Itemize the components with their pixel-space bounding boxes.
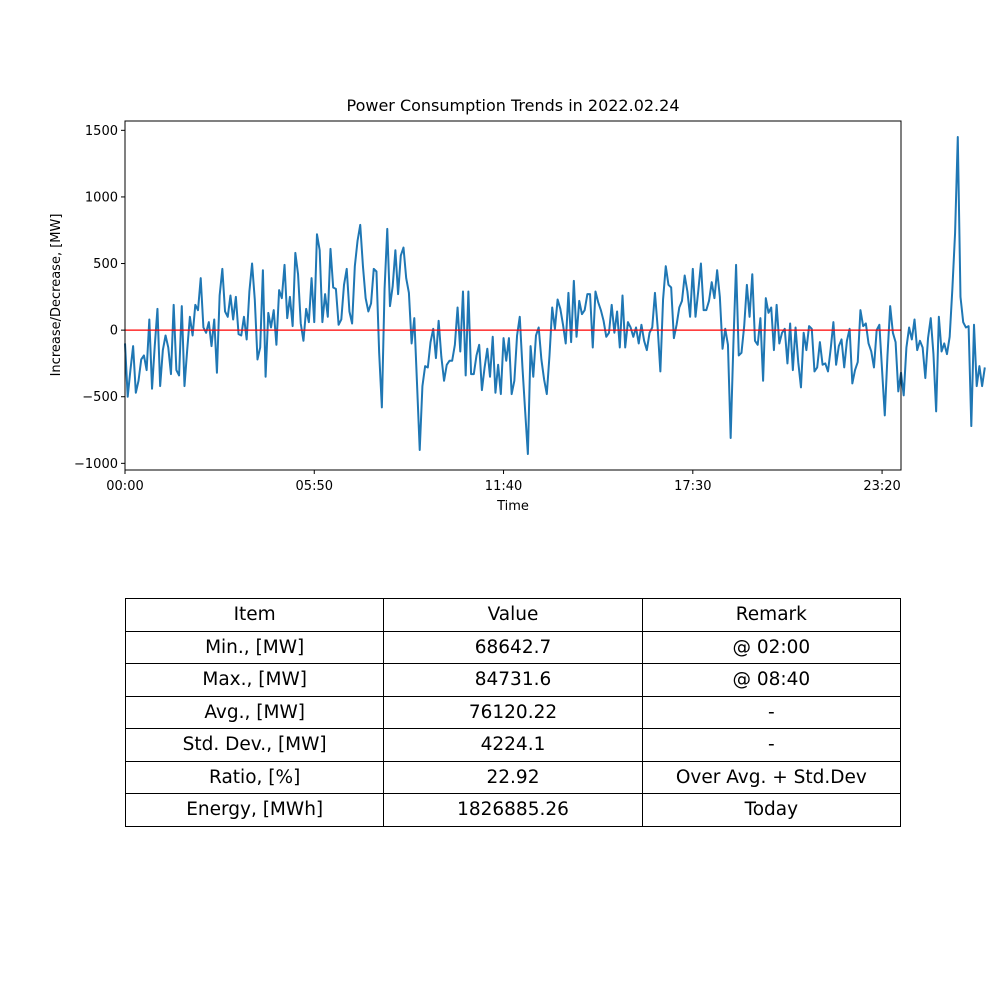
table-row: Std. Dev., [MW] 4224.1 - — [124, 728, 902, 762]
cell-item: Max., [MW] — [124, 663, 385, 697]
cell-item: Energy, [MWh] — [124, 793, 385, 827]
y-tick-label: −1000 — [74, 457, 118, 472]
cell-remark: - — [641, 728, 902, 762]
cell-value: 76120.22 — [383, 695, 643, 729]
y-tick-label: 1500 — [85, 124, 118, 139]
cell-remark: Over Avg. + Std.Dev — [641, 760, 902, 794]
x-tick-label: 17:30 — [674, 479, 711, 494]
cell-item: Std. Dev., [MW] — [124, 728, 385, 762]
y-tick-label: −500 — [82, 390, 118, 405]
x-tick-label: 05:50 — [296, 479, 333, 494]
series-line-0 — [124, 135, 986, 456]
x-tick-label: 11:40 — [485, 479, 522, 494]
header-remark: Remark — [641, 598, 902, 632]
header-item: Item — [124, 598, 385, 632]
cell-remark: @ 02:00 — [641, 630, 902, 664]
cell-item: Avg., [MW] — [124, 695, 385, 729]
cell-value: 4224.1 — [383, 728, 643, 762]
header-value: Value — [383, 598, 643, 632]
y-axis-label: Increase/Decrease, [MW] — [49, 214, 64, 377]
plot-frame — [124, 120, 902, 471]
cell-value: 22.92 — [383, 760, 643, 794]
cell-remark: Today — [641, 793, 902, 827]
cell-value: 68642.7 — [383, 630, 643, 664]
table-row: Energy, [MWh] 1826885.26 Today — [124, 793, 902, 827]
y-tick-label: 500 — [93, 257, 118, 272]
x-tick-label: 23:20 — [863, 479, 900, 494]
table-row: Min., [MW] 68642.7 @ 02:00 — [124, 630, 902, 664]
cell-remark: @ 08:40 — [641, 663, 902, 697]
y-tick-label: 0 — [110, 324, 118, 339]
cell-item: Min., [MW] — [124, 630, 385, 664]
table-row: Ratio, [%] 22.92 Over Avg. + Std.Dev — [124, 760, 902, 794]
cell-value: 84731.6 — [383, 663, 643, 697]
cell-remark: - — [641, 695, 902, 729]
power-trend-chart: Power Consumption Trends in 2022.02.24 −… — [49, 96, 986, 514]
x-axis-label: Time — [496, 499, 529, 514]
table-row: Avg., [MW] 76120.22 - — [124, 695, 902, 729]
table-row: Max., [MW] 84731.6 @ 08:40 — [124, 663, 902, 697]
cell-item: Ratio, [%] — [124, 760, 385, 794]
table-header-row: Item Value Remark — [124, 598, 902, 632]
x-tick-label: 00:00 — [106, 479, 143, 494]
cell-value: 1826885.26 — [383, 793, 643, 827]
y-tick-label: 1000 — [85, 190, 118, 205]
statistics-table: Item Value Remark Min., [MW] 68642.7 @ 0… — [124, 598, 902, 827]
plot-area — [124, 135, 986, 456]
chart-title: Power Consumption Trends in 2022.02.24 — [346, 96, 679, 115]
axes: −1000 −500 0 500 1000 1500 00:00 05:50 11:40 17:3… — [74, 124, 901, 494]
